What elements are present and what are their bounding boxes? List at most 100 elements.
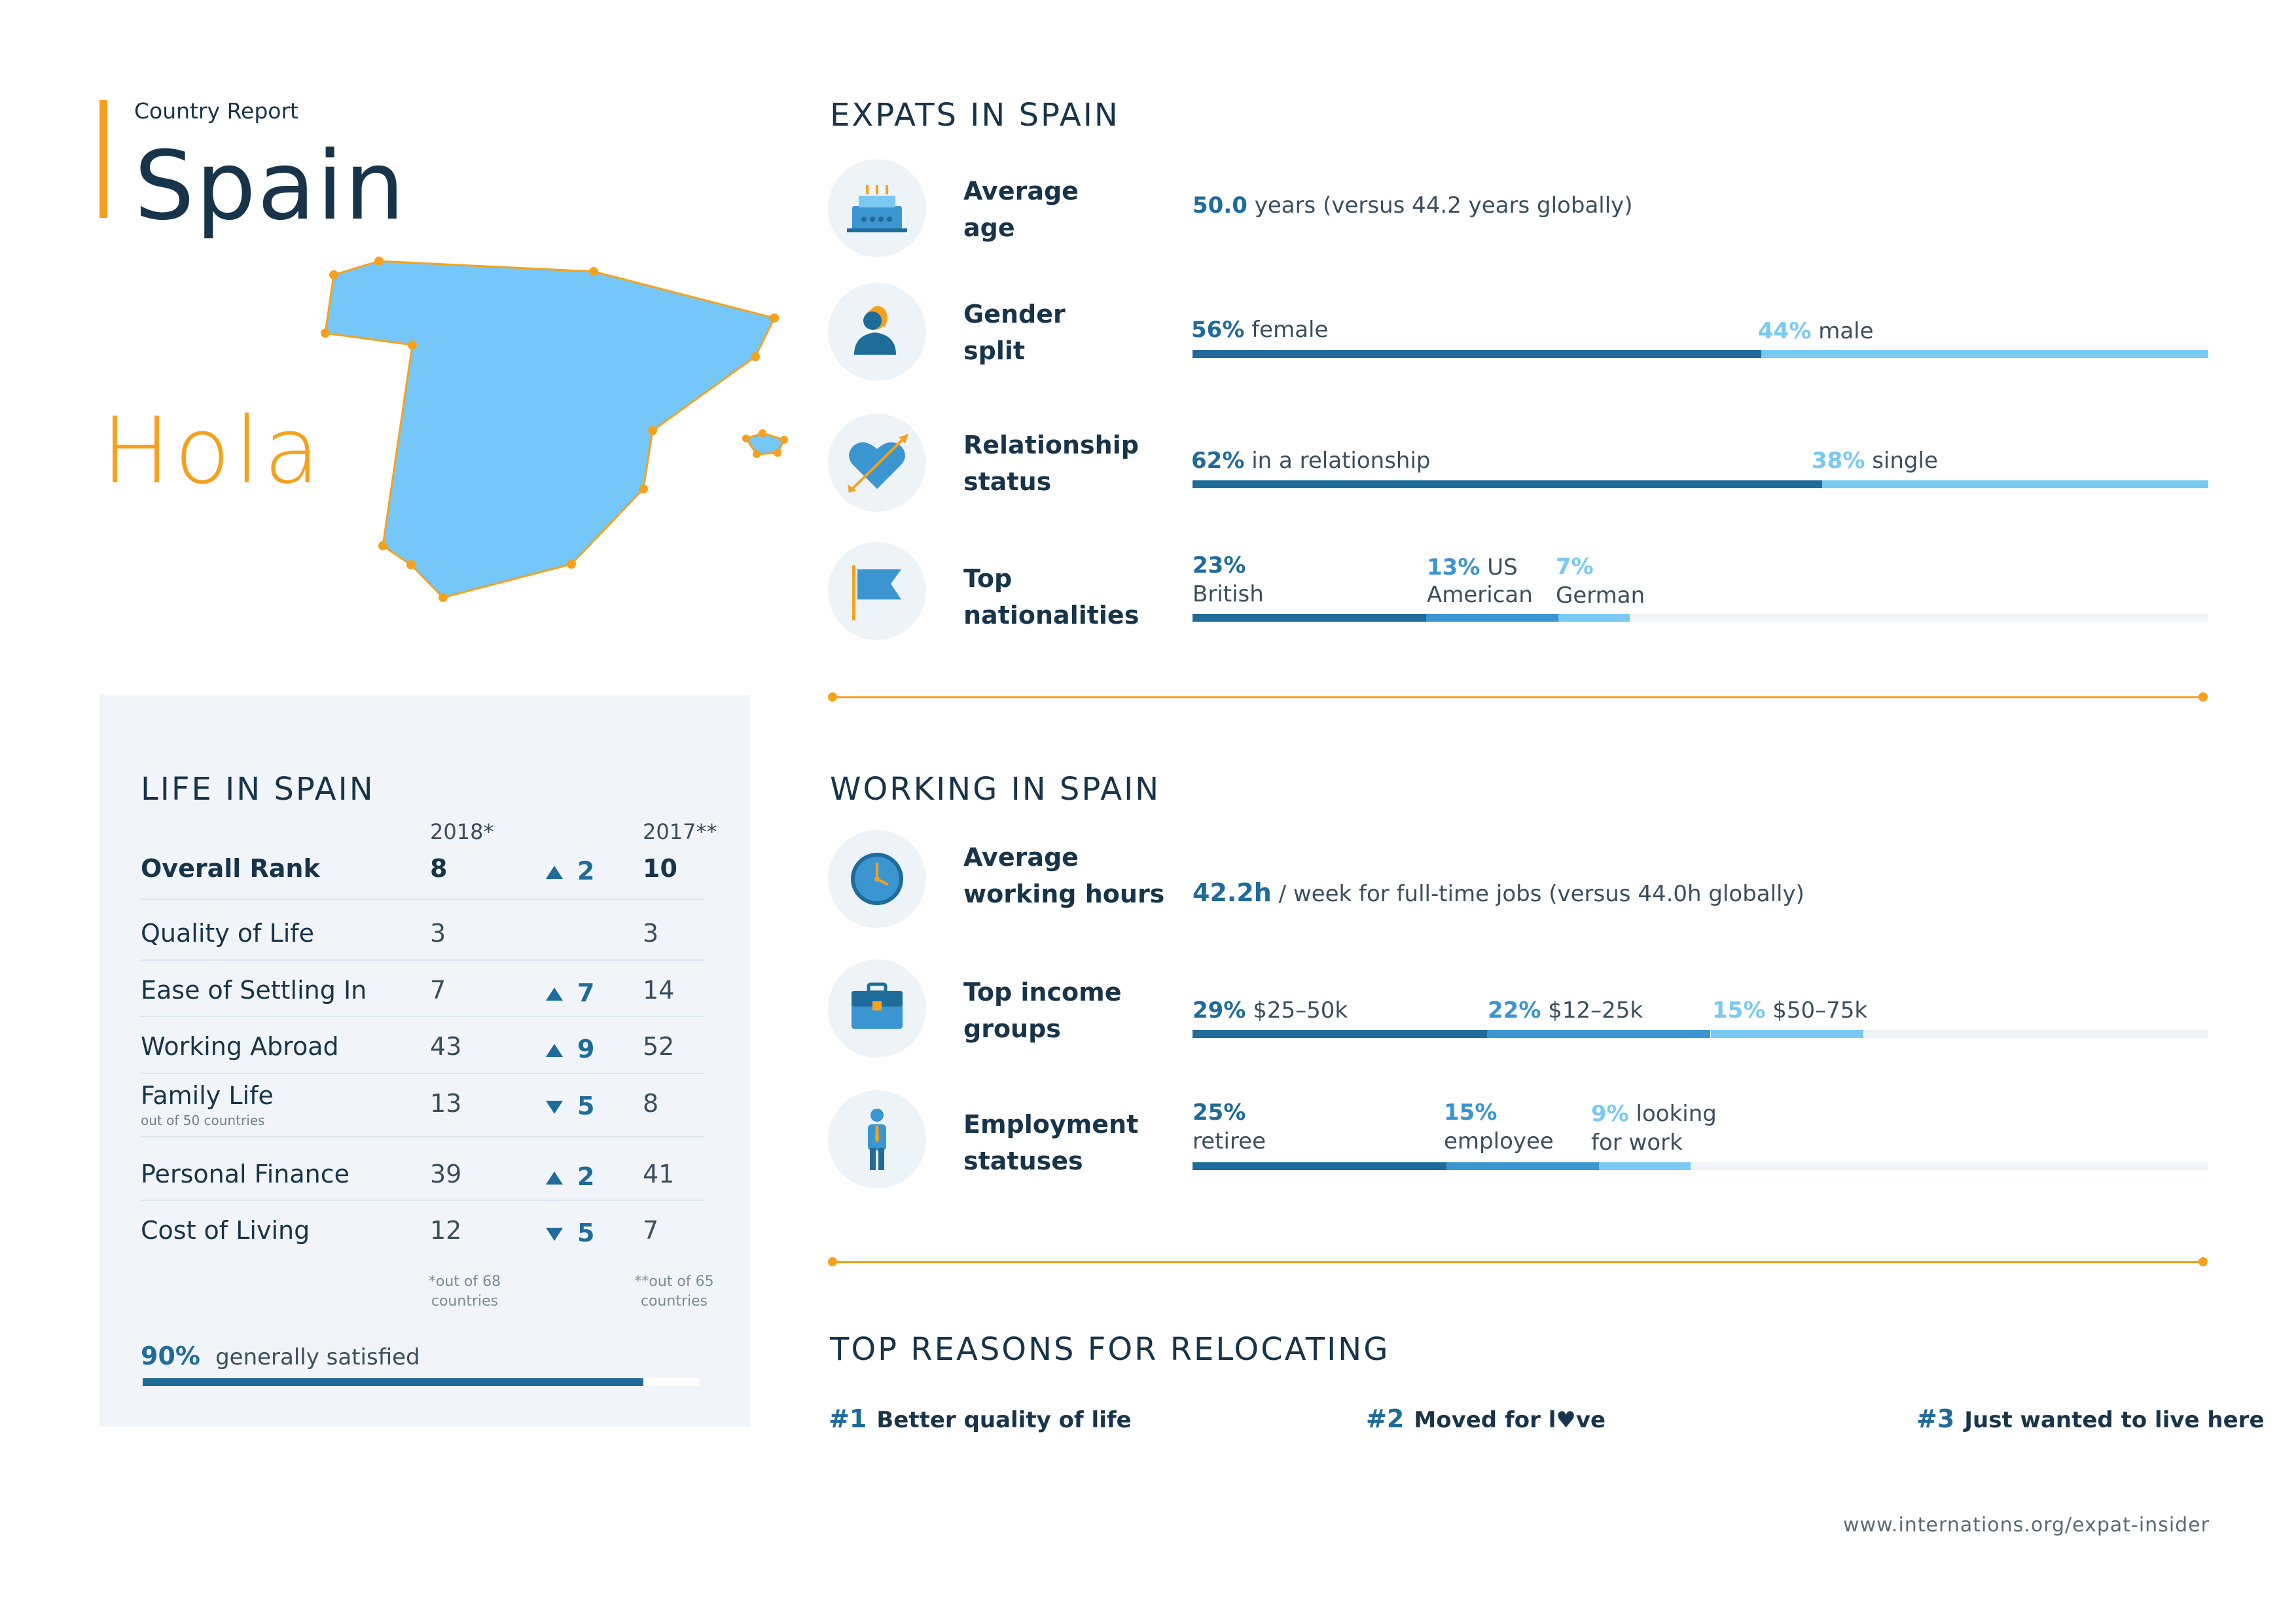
triangle-up-icon (546, 1171, 563, 1185)
rank-row-label: Ease of Settling In (141, 976, 367, 1005)
nationality-british: 23% British (1193, 552, 1264, 607)
divider-dot (2198, 1257, 2208, 1266)
nationality-german: 7% German (1556, 554, 1645, 609)
rank-2017-value: 10 (643, 854, 677, 883)
rank-row-label: Working Abroad (141, 1032, 339, 1061)
satisfaction-bar (143, 1378, 699, 1386)
age-icon-circle (828, 159, 926, 257)
life-section-title: LIFE IN SPAIN (141, 771, 375, 808)
map-vertices (321, 257, 788, 602)
rank-row-label: Cost of Living (141, 1216, 310, 1245)
rank-row-label: Overall Rank (141, 854, 320, 883)
age-text: years (versus 44.2 years globally) (1254, 192, 1633, 219)
rank-row-subtitle: out of 50 countries (141, 1113, 265, 1128)
row-divider (141, 1200, 705, 1201)
working-section-title: WORKING IN SPAIN (830, 771, 1161, 808)
triangle-up-icon (546, 1044, 563, 1057)
rank-2017-value: 3 (643, 919, 659, 948)
rank-row-label: Family Life (141, 1081, 274, 1110)
gender-icon-circle (828, 283, 926, 381)
hours-text: / week for full-time jobs (versus 44.0h … (1278, 881, 1804, 907)
row-divider (141, 1136, 705, 1137)
nationality-german-segment (1558, 614, 1630, 622)
income-group-3-segment (1711, 1030, 1863, 1038)
nationalities-bar (1193, 614, 2208, 622)
divider-dot (828, 692, 837, 702)
hours-value: 42.2h (1193, 878, 1272, 907)
report-kicker: Country Report (134, 98, 298, 124)
gender-label: Gender split (963, 300, 1066, 365)
triangle-up-icon (546, 866, 563, 879)
heart-arrow-icon (848, 433, 909, 493)
section-divider (833, 1261, 2203, 1263)
heart-icon: ♥ (1556, 1407, 1576, 1433)
relationship-in-text: 62% in a relationship (1191, 448, 1431, 474)
gender-male-segment (1761, 350, 2208, 358)
row-divider (141, 1073, 705, 1074)
section-divider (833, 696, 2203, 698)
relationship-icon-circle (828, 414, 926, 512)
person-icon (854, 306, 896, 355)
rank-row-label: Personal Finance (141, 1160, 350, 1188)
reasons-section-title: TOP REASONS FOR RELOCATING (830, 1331, 1390, 1368)
satisfaction-fill (143, 1378, 643, 1386)
nationality-us: 13% US American (1427, 554, 1533, 608)
column-2018-header: 2018* (430, 819, 494, 844)
employment-looking: 9% looking for work (1591, 1101, 1717, 1156)
employment-retiree: 25% retiree (1193, 1099, 1266, 1154)
gender-male-text: 44% male (1758, 318, 1874, 344)
employment-looking-segment (1599, 1162, 1691, 1170)
age-value-line: 50.0 years (versus 44.2 years globally) (1193, 192, 1633, 219)
income-group-1: 29% $25–50k (1193, 997, 1348, 1024)
rank-2017-value: 41 (643, 1160, 675, 1188)
hours-label: Average working hours (963, 843, 1165, 908)
clock-icon (851, 853, 903, 905)
income-bar (1193, 1030, 2208, 1038)
cake-icon (847, 185, 907, 232)
gender-female-segment (1193, 350, 1761, 358)
nationality-british-segment (1193, 614, 1426, 622)
triangle-down-icon (546, 1101, 563, 1114)
satisfaction-label: 90% generally satisfied (141, 1342, 420, 1370)
employment-employee-segment (1446, 1162, 1599, 1170)
employment-employee: 15% employee (1444, 1099, 1554, 1154)
rank-2018-value: 43 (430, 1032, 462, 1061)
country-name: Spain (134, 131, 406, 241)
hours-icon-circle (828, 830, 926, 928)
rank-2018-value: 8 (430, 854, 448, 883)
relationship-in-segment (1193, 480, 1822, 488)
rank-2017-value: 8 (643, 1089, 659, 1118)
age-value: 50.0 (1193, 192, 1247, 219)
greeting-text: Hola (101, 398, 324, 505)
rank-2017-value: 14 (643, 976, 675, 1005)
income-icon-circle (828, 959, 926, 1058)
income-label: Top income groups (963, 978, 1122, 1043)
rank-2018-value: 13 (430, 1089, 462, 1118)
row-divider (141, 959, 705, 961)
rank-change-value: 2 (577, 857, 595, 885)
source-url: www.internations.org/expat-insider (1843, 1514, 2210, 1537)
income-group-2-segment (1487, 1030, 1710, 1038)
triangle-up-icon (546, 988, 563, 1001)
income-group-3: 15% $50–75k (1712, 997, 1868, 1024)
footnote-2018: *out of 68 countries (428, 1274, 501, 1310)
footnote-2017: **out of 65 countries (634, 1274, 714, 1310)
rank-change-value: 2 (577, 1162, 595, 1191)
divider-dot (828, 1257, 837, 1266)
rank-change-value: 9 (577, 1035, 595, 1063)
rank-change-value: 7 (577, 978, 595, 1007)
relationship-label: Relationship status (963, 431, 1139, 496)
spain-mainland-shape (324, 260, 776, 599)
hours-value-line: 42.2h / week for full-time jobs (versus … (1193, 878, 1804, 907)
flag-icon (852, 565, 901, 620)
income-group-2: 22% $12–25k (1488, 997, 1643, 1024)
employment-icon-circle (828, 1090, 926, 1188)
employment-label: Employment statuses (963, 1110, 1139, 1175)
rank-row-label: Quality of Life (141, 919, 315, 948)
nationalities-label: Top nationalities (963, 564, 1139, 630)
worker-icon (868, 1109, 886, 1170)
row-divider (141, 899, 705, 900)
relationship-single-text: 38% single (1812, 448, 1938, 474)
rank-2018-value: 3 (430, 919, 446, 948)
briefcase-icon (852, 982, 903, 1029)
